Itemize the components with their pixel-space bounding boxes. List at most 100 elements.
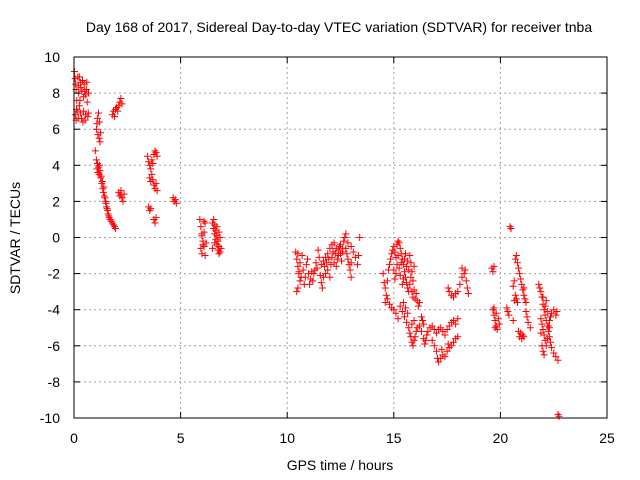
data-point — [321, 262, 329, 270]
data-point — [216, 248, 224, 256]
data-point — [342, 230, 350, 238]
data-point — [112, 224, 120, 232]
data-point — [315, 253, 323, 261]
data-point — [432, 329, 440, 337]
data-point — [386, 261, 394, 269]
data-point — [521, 295, 529, 303]
data-point — [445, 322, 453, 330]
data-point — [458, 264, 466, 272]
data-point — [506, 223, 514, 231]
data-point — [540, 331, 548, 339]
data-point — [396, 302, 404, 310]
data-point — [200, 228, 208, 236]
data-point — [83, 98, 91, 106]
data-point — [420, 320, 428, 328]
data-point — [541, 302, 549, 310]
data-point — [519, 331, 527, 339]
data-point — [391, 275, 399, 283]
data-point — [555, 412, 563, 420]
data-point — [81, 116, 89, 124]
data-point — [97, 129, 105, 137]
data-point — [395, 239, 403, 247]
data-point — [107, 217, 115, 225]
data-point — [538, 342, 546, 350]
x-tick-label: 20 — [493, 430, 509, 446]
x-tick-labels: 0 5 10 15 20 25 — [70, 430, 615, 446]
data-point — [114, 107, 122, 115]
data-point — [71, 111, 79, 119]
data-point — [325, 255, 333, 263]
y-tick-label: 2 — [52, 193, 60, 209]
data-point — [148, 170, 156, 178]
data-point — [537, 288, 545, 296]
data-point — [153, 152, 161, 160]
data-point — [346, 266, 354, 274]
data-point — [543, 308, 551, 316]
data-point — [524, 318, 532, 326]
data-point — [328, 253, 336, 261]
data-point — [74, 114, 82, 122]
data-point — [520, 291, 528, 299]
data-point — [105, 214, 113, 222]
data-point — [201, 219, 209, 227]
data-point — [460, 270, 468, 278]
data-point — [79, 76, 87, 84]
y-tick-label: 6 — [52, 121, 60, 137]
data-point — [438, 345, 446, 353]
data-point — [102, 203, 110, 211]
data-point — [342, 244, 350, 252]
data-point — [146, 161, 154, 169]
data-point — [406, 329, 414, 337]
data-point — [405, 266, 413, 274]
data-point — [323, 259, 331, 267]
data-point — [441, 353, 449, 361]
data-point — [491, 324, 499, 332]
data-point — [494, 315, 502, 323]
data-point — [400, 313, 408, 321]
data-point — [407, 273, 415, 281]
data-point — [538, 320, 546, 328]
data-point — [349, 248, 357, 256]
data-point — [200, 217, 208, 225]
data-point — [382, 291, 390, 299]
data-point — [293, 288, 301, 296]
data-point — [393, 261, 401, 269]
data-point — [390, 306, 398, 314]
data-point — [322, 253, 330, 261]
data-point — [379, 270, 387, 278]
data-point — [503, 304, 511, 312]
data-point — [77, 84, 85, 92]
data-point — [108, 219, 116, 227]
data-point — [522, 308, 530, 316]
data-point — [545, 324, 553, 332]
data-point — [540, 351, 548, 359]
data-point — [82, 85, 90, 93]
y-axis-label: SDTVAR / TECUs — [7, 182, 23, 294]
data-point — [505, 311, 513, 319]
data-point — [409, 277, 417, 285]
x-tick-label: 10 — [279, 430, 295, 446]
data-point — [149, 176, 157, 184]
data-point — [73, 107, 81, 115]
data-point — [111, 223, 119, 231]
data-point — [296, 277, 304, 285]
data-point — [200, 243, 208, 251]
data-point — [92, 156, 100, 164]
data-point — [319, 273, 327, 281]
data-point — [543, 335, 551, 343]
data-point — [333, 255, 341, 263]
data-point — [539, 326, 547, 334]
data-point — [84, 89, 92, 97]
data-point — [390, 243, 398, 251]
data-point — [552, 311, 560, 319]
data-point — [351, 253, 359, 261]
data-point — [172, 199, 180, 207]
data-point — [309, 277, 317, 285]
data-point — [520, 333, 528, 341]
data-point — [394, 237, 402, 245]
data-point — [403, 262, 411, 270]
data-point — [419, 317, 427, 325]
data-point — [415, 322, 423, 330]
data-point — [339, 248, 347, 256]
data-point — [145, 158, 153, 166]
